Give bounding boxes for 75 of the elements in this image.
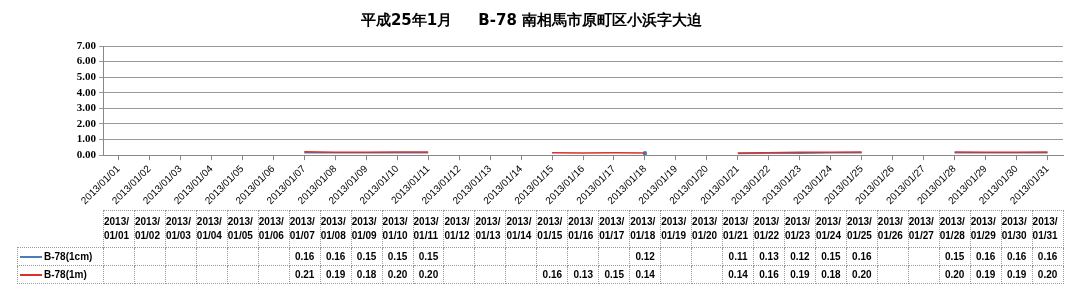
data-label: 0.16 — [753, 265, 785, 284]
chart-title: 平成25年1月 B-78 南相馬市原町区小浜字大迫 — [359, 10, 704, 29]
data-label: 0.12 — [784, 247, 816, 266]
data-label: 0.14 — [629, 265, 661, 284]
category-label: 2013/01/14 — [506, 216, 532, 241]
y-tick-label: 5.00 — [76, 70, 97, 83]
legend-label: B-78(1cm) — [44, 251, 93, 262]
category-label: 2013/01/11 — [413, 216, 439, 241]
data-label: 0.16 — [289, 247, 321, 266]
category-label: 2013/01/13 — [475, 216, 501, 241]
category-label: 2013/01/20 — [692, 216, 718, 241]
data-label: 0.15 — [351, 247, 383, 266]
category-label: 2013/01/28 — [939, 216, 965, 241]
y-tick-label: 2.00 — [76, 116, 97, 129]
data-label: 0.15 — [413, 247, 444, 266]
category-label: 2013/01/16 — [568, 216, 594, 241]
category-label: 2013/01/25 — [846, 216, 872, 241]
y-tick-label: 0.00 — [76, 147, 97, 160]
category-label: 2013/01/09 — [351, 216, 377, 241]
category-label: 2013/01/08 — [320, 216, 346, 241]
category-label: 2013/01/02 — [134, 216, 160, 241]
category-label: 2013/01/01 — [104, 216, 130, 241]
data-label: 0.16 — [1032, 247, 1064, 266]
y-tick-label: 4.00 — [76, 85, 97, 98]
data-label: 0.18 — [351, 265, 383, 284]
data-label: 0.20 — [1032, 265, 1064, 284]
category-label: 2013/01/22 — [754, 216, 780, 241]
data-label: 0.15 — [939, 247, 971, 266]
category-label: 2013/01/26 — [877, 216, 903, 241]
category-label: 2013/01/30 — [1001, 216, 1027, 241]
category-label: 2013/01/21 — [723, 216, 749, 241]
y-tick-label: 6.00 — [76, 54, 97, 67]
category-label: 2013/01/19 — [661, 216, 687, 241]
category-label: 2013/01/31 — [1032, 216, 1058, 241]
data-label: 0.20 — [413, 265, 444, 284]
data-label: 0.14 — [722, 265, 754, 284]
y-tick-label: 3.00 — [76, 101, 97, 114]
category-label: 2013/01/04 — [196, 216, 222, 241]
data-label: 0.15 — [598, 265, 630, 284]
data-label: 0.11 — [722, 247, 754, 266]
data-label: 0.20 — [939, 265, 971, 284]
data-label: 0.19 — [320, 265, 352, 284]
legend-label: B-78(1m) — [44, 269, 87, 280]
data-label: 0.20 — [382, 265, 414, 284]
data-label: 0.13 — [753, 247, 785, 266]
category-label: 2013/01/29 — [970, 216, 996, 241]
data-label: 0.20 — [846, 265, 878, 284]
data-label: 0.16 — [1001, 247, 1033, 266]
data-label: 0.16 — [846, 247, 878, 266]
category-label: 2013/01/24 — [815, 216, 841, 241]
y-tick-label: 7.00 — [76, 38, 97, 51]
data-label: 0.18 — [815, 265, 847, 284]
category-label: 2013/01/27 — [908, 216, 934, 241]
data-label: 0.19 — [970, 265, 1002, 284]
data-label: 0.19 — [1001, 265, 1033, 284]
data-label: 0.16 — [970, 247, 1002, 266]
data-label: 0.21 — [289, 265, 321, 284]
category-label: 2013/01/07 — [289, 216, 315, 241]
data-label: 0.15 — [382, 247, 414, 266]
data-label: 0.12 — [629, 247, 661, 266]
category-label: 2013/01/12 — [444, 216, 470, 241]
data-label: 0.16 — [320, 247, 352, 266]
category-label: 2013/01/10 — [382, 216, 408, 241]
data-label: 0.16 — [536, 265, 568, 284]
data-label: 0.13 — [567, 265, 599, 284]
category-label: 2013/01/15 — [537, 216, 563, 241]
category-label: 2013/01/06 — [258, 216, 284, 241]
data-label: 0.19 — [784, 265, 816, 284]
category-label: 2013/01/05 — [227, 216, 253, 241]
y-tick-label: 1.00 — [76, 132, 97, 145]
category-label: 2013/01/03 — [165, 216, 191, 241]
category-label: 2013/01/18 — [630, 216, 656, 241]
category-label: 2013/01/17 — [599, 216, 625, 241]
data-label: 0.15 — [815, 247, 847, 266]
category-label: 2013/01/23 — [784, 216, 810, 241]
